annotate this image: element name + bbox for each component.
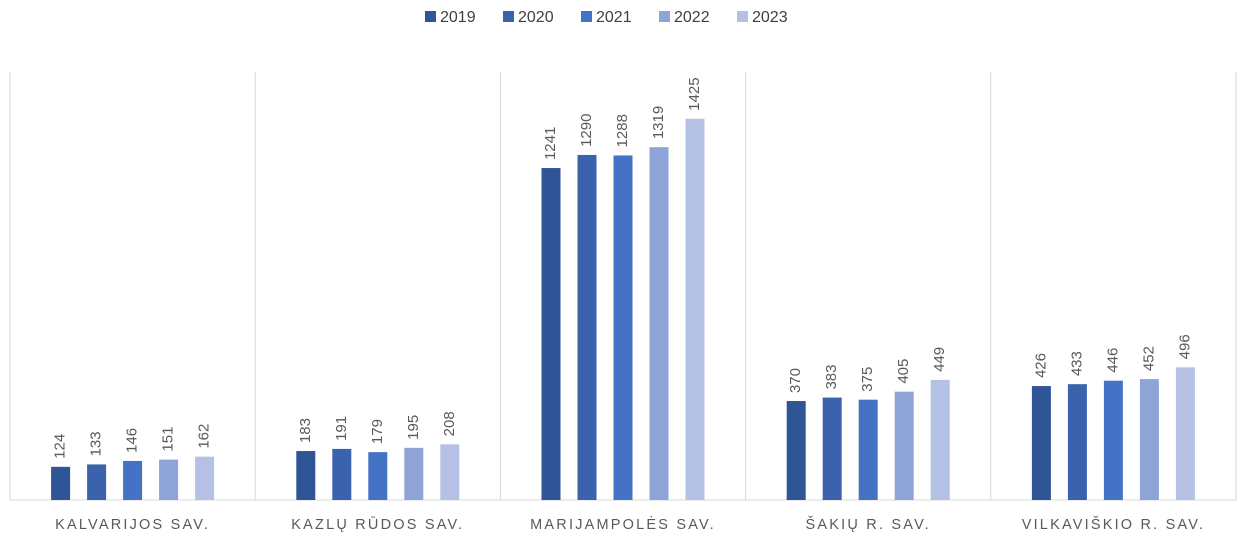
legend-swatch: [425, 11, 436, 22]
data-label: 370: [787, 368, 804, 393]
data-label: 383: [823, 365, 840, 390]
data-label: 191: [333, 416, 350, 441]
data-label: 405: [895, 359, 912, 384]
data-label: 1425: [686, 77, 703, 110]
data-label: 433: [1068, 351, 1085, 376]
x-tick-label: KALVARIJOS SAV.: [55, 517, 210, 533]
bar: [894, 391, 914, 500]
data-label: 133: [88, 431, 105, 456]
legend-swatch: [503, 11, 514, 22]
bar: [613, 155, 633, 500]
bar: [649, 147, 669, 501]
data-label: 375: [859, 367, 876, 392]
x-tick-label: MARIJAMPOLĖS SAV.: [530, 515, 716, 533]
bar: [87, 464, 107, 500]
bar: [858, 399, 878, 500]
bar: [930, 379, 950, 500]
bar: [1067, 384, 1087, 500]
x-tick-label: KAZLŲ RŪDOS SAV.: [291, 517, 464, 533]
bar: [1139, 379, 1159, 500]
data-label: 162: [196, 424, 213, 449]
data-label: 183: [297, 418, 314, 443]
data-label: 1288: [614, 114, 631, 147]
legend-swatch: [737, 11, 748, 22]
bar: [332, 448, 352, 500]
data-label: 151: [160, 427, 177, 452]
legend-swatch: [581, 11, 592, 22]
data-label: 1319: [650, 106, 667, 139]
data-label: 446: [1104, 348, 1121, 373]
bar: [368, 452, 388, 500]
data-label: 146: [124, 428, 141, 453]
bar: [159, 459, 179, 500]
bar: [685, 118, 705, 500]
data-label: 1290: [578, 114, 595, 147]
data-label: 195: [405, 415, 422, 440]
bar: [1175, 367, 1195, 500]
bar: [786, 401, 806, 500]
data-label: 1241: [542, 127, 559, 160]
x-tick-label: ŠAKIŲ R. SAV.: [806, 516, 931, 533]
bar: [541, 168, 561, 500]
data-label: 208: [441, 411, 458, 436]
legend-label: 2023: [752, 9, 788, 26]
data-label: 496: [1176, 334, 1193, 359]
bar: [1031, 386, 1051, 500]
legend-label: 2021: [596, 9, 632, 26]
data-label: 124: [52, 434, 69, 459]
legend-label: 2022: [674, 9, 710, 26]
bar: [404, 447, 424, 500]
bar: [195, 456, 215, 500]
bar: [577, 154, 597, 501]
bar: [296, 451, 316, 500]
x-tick-label: VILKAVIŠKIO R. SAV.: [1022, 516, 1205, 533]
data-label: 452: [1140, 346, 1157, 371]
legend-label: 2019: [440, 9, 476, 26]
data-label: 449: [931, 347, 948, 372]
legend-label: 2020: [518, 9, 554, 26]
data-label: 426: [1032, 353, 1049, 378]
data-label: 179: [369, 419, 386, 444]
bar: [123, 460, 143, 500]
bar: [1103, 380, 1123, 500]
bar: [822, 397, 842, 500]
bar: [51, 466, 71, 500]
legend-swatch: [659, 11, 670, 22]
bar: [440, 444, 460, 500]
